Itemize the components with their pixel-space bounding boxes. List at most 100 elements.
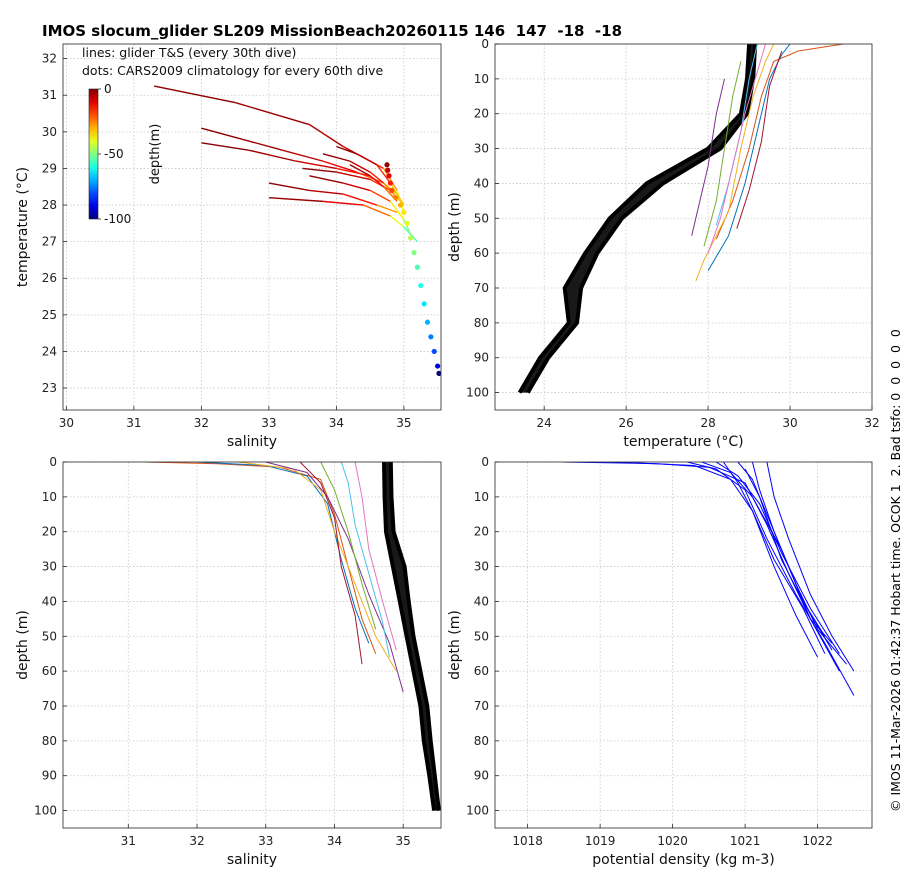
x-axis-label: temperature (°C) — [623, 434, 743, 450]
climatology-dot — [428, 334, 434, 340]
glider-profile-line — [751, 462, 847, 665]
chart-depth_density: 1018 1019 1020 1021 102201020304050607080901… — [447, 455, 873, 868]
y-tick-label: 60 — [474, 664, 489, 678]
glider-profile-line — [695, 44, 775, 282]
y-tick-label: 30 — [42, 560, 57, 574]
x-tick-label: 30 — [59, 416, 74, 430]
chart-depth_temperature: 24 26 28 30 32 0 10 20 30 40 50 60 70 80 90 100 temperat… — [447, 37, 880, 450]
timestamp-footer: © IMOS 11-Mar-2026 01:42:37 Hobart time.… — [888, 329, 900, 812]
y-tick-label: 23 — [42, 381, 57, 395]
y-tick-label: 20 — [474, 107, 489, 121]
y-tick-label: 60 — [42, 664, 57, 678]
climatology-dot — [408, 235, 414, 241]
climatology-dot — [431, 348, 437, 355]
colorbar-tick-label: 0 — [104, 82, 112, 96]
x-axis-label: salinity — [227, 852, 277, 868]
climatology-dot — [411, 250, 417, 256]
x-tick-label: 33 — [261, 416, 276, 430]
colorbar-label: depth(m) — [148, 124, 163, 185]
x-tick-label: 26 — [618, 416, 633, 430]
glider-ts-segment — [234, 101, 310, 126]
colorbar-tick-label: -50 — [104, 147, 124, 161]
legend-annotation: lines: glider T&S (every 30th dive) — [82, 45, 296, 60]
glider-ts-segment — [342, 193, 378, 206]
climatology-dot — [404, 220, 410, 226]
glider-ts-segment — [322, 153, 351, 162]
y-tick-label: 70 — [42, 699, 57, 713]
climatology-dot — [393, 195, 399, 201]
climatology-dot — [386, 173, 392, 179]
glider-ts-segment — [201, 127, 243, 140]
y-tick-label: 26 — [42, 271, 57, 285]
glider-profile-line — [354, 462, 397, 651]
figure-title: IMOS slocum_glider SL209 MissionBeach202… — [42, 22, 623, 40]
y-tick-label: 0 — [481, 37, 489, 51]
y-tick-label: 70 — [474, 281, 489, 295]
x-tick-label: 1018 — [512, 834, 543, 848]
glider-profile-line — [715, 462, 840, 654]
plot-area — [153, 85, 441, 376]
glider-profile-line — [715, 44, 844, 240]
climatology-dot — [387, 180, 393, 186]
glider-profile-line — [238, 462, 397, 672]
glider-profile-line — [707, 44, 791, 271]
climatology-dot — [397, 202, 404, 208]
glider-ts-segment — [248, 149, 297, 162]
climatology-dot — [435, 363, 441, 369]
x-tick-label: 1019 — [585, 834, 616, 848]
y-tick-label: 90 — [474, 769, 489, 783]
y-tick-label: 40 — [474, 176, 489, 190]
climatology-dot — [414, 264, 420, 270]
colorbar — [88, 88, 99, 220]
glider-ts-segment — [376, 164, 391, 184]
glider-profile-line — [320, 462, 377, 630]
y-tick-label: 100 — [34, 804, 57, 818]
glider-profile-line — [703, 61, 742, 247]
y-tick-label: 27 — [42, 235, 57, 249]
climatology-dot — [418, 282, 424, 289]
y-tick-label: 20 — [474, 525, 489, 539]
glider-ts-segment — [153, 85, 236, 104]
y-tick-label: 20 — [42, 525, 57, 539]
glider-ts-segment — [389, 200, 405, 221]
legend-annotation: dots: CARS2009 climatology for every 60t… — [82, 63, 383, 78]
y-tick-label: 100 — [466, 386, 489, 400]
x-tick-label: 35 — [396, 416, 411, 430]
axes-box — [494, 461, 873, 829]
glider-profile-line — [614, 462, 826, 654]
glider-ts-segment — [389, 215, 405, 228]
y-tick-label: 70 — [474, 699, 489, 713]
y-tick-label: 50 — [42, 629, 57, 643]
glider-profile-line — [691, 78, 725, 236]
glider-profile-line — [686, 462, 855, 696]
glider-profile-line — [299, 462, 363, 665]
glider-ts-segment — [309, 189, 344, 195]
y-tick-label: 30 — [42, 125, 57, 139]
y-tick-label: 10 — [474, 490, 489, 504]
y-tick-label: 30 — [474, 560, 489, 574]
glider-ts-segment — [349, 160, 371, 173]
glider-profile-line — [340, 462, 390, 658]
y-tick-label: 0 — [49, 455, 57, 469]
glider-ts-segment — [282, 149, 324, 162]
axes-box — [62, 43, 442, 411]
glider-profile-line — [707, 44, 766, 254]
x-tick-label: 1022 — [802, 834, 833, 848]
glider-profile-line — [563, 462, 833, 644]
x-tick-label: 31 — [126, 416, 141, 430]
plot-area — [145, 462, 441, 811]
y-axis-label: depth (m) — [447, 192, 463, 262]
climatology-dot — [389, 187, 395, 193]
x-tick-label: 28 — [700, 416, 715, 430]
x-axis-label: potential density (kg m-3) — [592, 852, 774, 868]
glider-profile-line — [744, 468, 826, 637]
x-tick-label: 35 — [396, 834, 411, 848]
plot-area — [563, 462, 855, 696]
x-tick-label: 30 — [782, 416, 797, 430]
climatology-band — [384, 462, 439, 811]
y-tick-label: 24 — [42, 344, 57, 358]
y-tick-label: 40 — [474, 594, 489, 608]
x-tick-label: 1021 — [730, 834, 761, 848]
glider-ts-segment — [322, 160, 357, 173]
